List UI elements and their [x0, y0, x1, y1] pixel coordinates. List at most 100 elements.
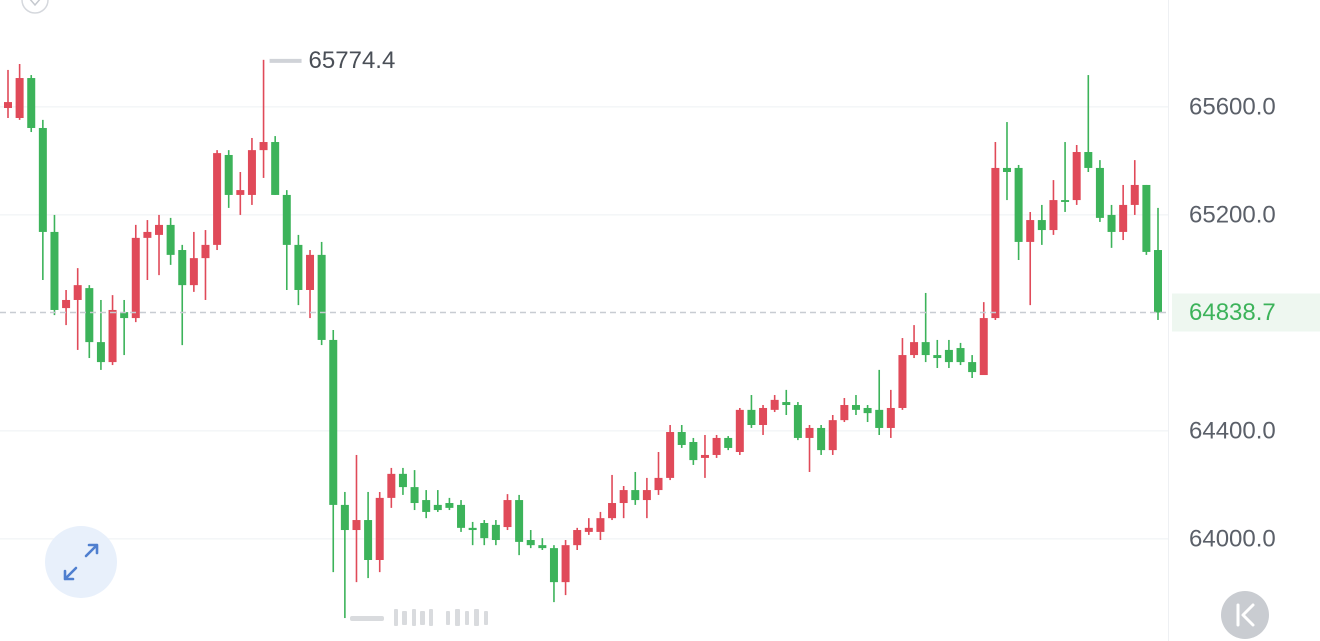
candle-body	[1037, 220, 1046, 231]
candle-body	[96, 342, 105, 363]
candle-body	[1002, 167, 1011, 172]
candle-body	[352, 520, 361, 531]
candle-body	[294, 244, 303, 290]
candle-body	[1049, 200, 1058, 231]
candle-body	[677, 432, 686, 445]
candle-body	[747, 409, 756, 425]
candle-body	[654, 477, 663, 491]
candle-body	[38, 127, 47, 232]
candle-body	[143, 231, 152, 238]
candle-body	[817, 427, 826, 451]
candle-body	[851, 405, 860, 410]
candle-body	[573, 530, 582, 546]
grid: 65600.0 65200.0 64400.0 64000.0	[0, 93, 1276, 552]
candle-body	[968, 362, 977, 373]
candle-body	[189, 258, 198, 286]
candle-body	[387, 473, 396, 498]
candle-body	[608, 503, 617, 519]
candle-body	[1061, 200, 1070, 202]
candle-body	[1154, 250, 1162, 313]
latest-button[interactable]	[1221, 591, 1269, 639]
candle-body	[631, 490, 640, 501]
candle-body	[805, 427, 814, 438]
candle-body	[85, 288, 94, 343]
candle-body	[770, 399, 779, 410]
candle-body	[503, 500, 512, 528]
y-tick-label: 64400.0	[1189, 417, 1276, 444]
candle-body	[340, 504, 349, 531]
candle-body	[271, 142, 280, 195]
candle-body	[642, 490, 651, 501]
candle-body	[120, 312, 129, 319]
candle-body	[155, 224, 164, 235]
candle-body	[62, 299, 71, 309]
candle-body	[910, 342, 919, 356]
candle-body	[596, 518, 605, 532]
candle-body	[178, 250, 187, 286]
candle-body	[735, 409, 744, 452]
overlay: 65774.4 64838.7	[0, 47, 1320, 332]
candle-body	[375, 497, 384, 560]
candle-body	[131, 237, 140, 319]
candle-body	[27, 78, 36, 128]
candle-body	[317, 254, 326, 340]
y-tick-label: 65600.0	[1189, 93, 1276, 120]
high-label: 65774.4	[309, 47, 396, 74]
candle-body	[50, 231, 59, 310]
y-tick-label: 65200.0	[1189, 201, 1276, 228]
candle-body	[1142, 184, 1151, 252]
candle-body	[898, 355, 907, 408]
expand-button[interactable]	[45, 526, 117, 598]
candle-body	[561, 545, 570, 583]
candle-body	[538, 545, 547, 549]
candle-body	[108, 309, 117, 363]
chevron	[29, 0, 41, 7]
candle-body	[1026, 220, 1035, 242]
candle-body	[944, 349, 953, 363]
candle-body	[1072, 152, 1081, 201]
candle-body	[166, 224, 175, 255]
candle-body	[1084, 152, 1093, 168]
candle-body	[933, 355, 942, 359]
y-tick-label: 64000.0	[1189, 525, 1276, 552]
low-label-placeholder	[350, 609, 488, 626]
last-price-box	[1172, 293, 1320, 332]
candles	[4, 59, 1162, 619]
candle-body	[828, 420, 837, 451]
candle-body	[468, 527, 477, 531]
candle-body	[549, 548, 558, 583]
candle-body	[991, 167, 1000, 319]
candle-body	[863, 407, 872, 414]
candle-body	[236, 190, 245, 195]
candle-body	[1014, 167, 1023, 242]
candle-body	[724, 437, 733, 448]
candle-body	[329, 339, 338, 505]
candle-body	[282, 194, 291, 245]
candle-body	[247, 150, 256, 195]
candle-body	[712, 437, 721, 455]
candle-body	[491, 524, 500, 541]
candle-body	[480, 523, 489, 539]
candle-body	[875, 409, 884, 428]
candle-body	[201, 244, 210, 259]
candle-body	[782, 402, 791, 406]
candle-body	[689, 442, 698, 461]
candle-body	[666, 432, 675, 478]
candle-body	[793, 405, 802, 438]
candle-body	[759, 407, 768, 425]
candle-body	[445, 503, 454, 508]
candle-body	[364, 520, 373, 560]
candle-body	[398, 473, 407, 488]
candle-body	[15, 78, 24, 118]
candle-body	[4, 102, 12, 109]
candle-body	[526, 540, 535, 546]
last-price-label: 64838.7	[1189, 299, 1276, 326]
settings-icon[interactable]	[21, 0, 49, 14]
candle-body	[979, 318, 988, 376]
candle-body	[1119, 204, 1128, 232]
candle-body	[886, 407, 895, 428]
candle-body	[584, 527, 593, 532]
candle-body	[259, 142, 268, 151]
